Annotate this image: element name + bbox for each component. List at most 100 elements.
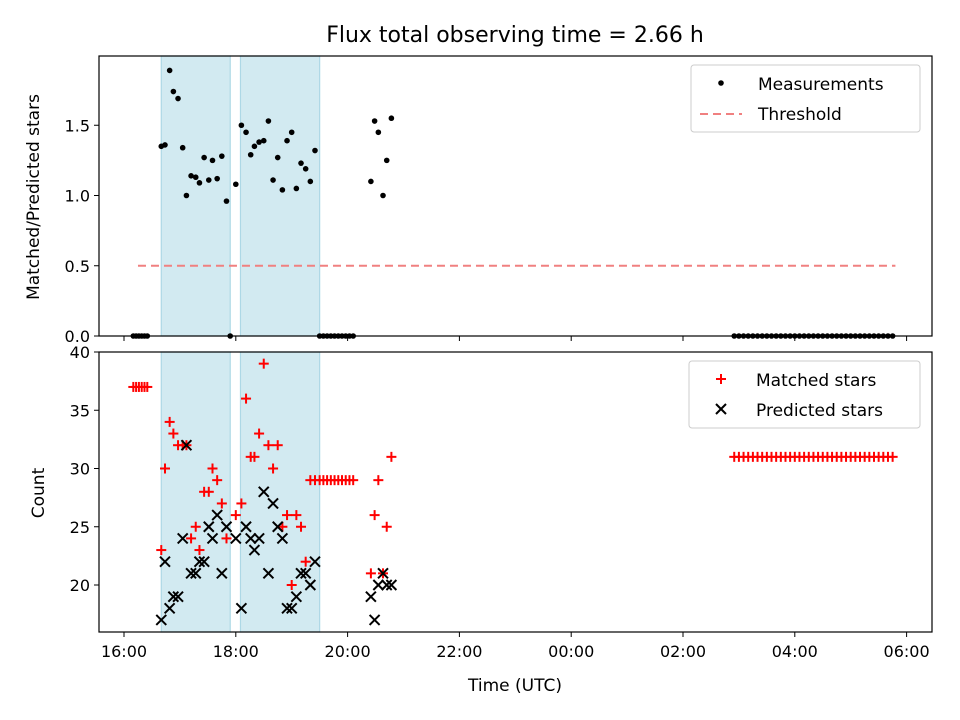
predicted-star-point <box>368 614 381 626</box>
x-tick-label: 22:00 <box>436 642 482 661</box>
measurement-point <box>260 137 267 144</box>
x-tick-label: 00:00 <box>548 642 594 661</box>
predicted-star-point <box>377 567 389 580</box>
predicted-star-point <box>253 532 265 545</box>
predicted-star-point <box>276 532 289 545</box>
measurement-point <box>265 118 272 124</box>
y-tick-label: 0.5 <box>65 257 90 276</box>
y-tick-label: 1.5 <box>65 116 90 135</box>
predicted-star-point <box>248 544 261 556</box>
x-tick-label: 18:00 <box>213 642 259 661</box>
matched-star-point <box>263 440 274 451</box>
matched-star-point <box>348 475 359 486</box>
predicted-star-point <box>267 497 279 510</box>
y-tick-label: 40 <box>70 343 90 362</box>
measurement-point <box>166 67 173 74</box>
measurement-point <box>288 129 295 136</box>
legend-box <box>688 360 921 429</box>
legend-label-threshold: Threshold <box>757 105 842 125</box>
predicted-star-point <box>190 567 202 580</box>
measurement-point <box>307 178 314 185</box>
matched-star-point <box>887 451 898 462</box>
predicted-star-point <box>240 521 252 533</box>
matched-star-point <box>203 486 214 497</box>
x-tick-label: 06:00 <box>884 642 930 661</box>
matched-star-point <box>268 463 279 474</box>
predicted-star-point <box>206 532 219 545</box>
measurement-point <box>293 185 300 192</box>
measurement-point <box>188 173 194 179</box>
predicted-star-point <box>216 567 228 580</box>
measurement-point <box>251 143 258 150</box>
measurement-point <box>383 157 390 164</box>
measurement-point <box>298 160 304 166</box>
count-y-axis-label: Count <box>29 467 49 518</box>
predicted-star-point <box>176 532 189 545</box>
predicted-star-point <box>385 579 398 591</box>
measurement-point <box>170 88 177 95</box>
measurement-point <box>256 139 262 145</box>
matched-star-point <box>258 358 269 369</box>
matched-star-point <box>291 510 302 521</box>
matched-star-point <box>221 533 232 544</box>
y-tick-label: 20 <box>70 576 90 595</box>
ratio-y-axis-label: Matched/Predicted stars <box>24 94 44 300</box>
shaded-interval <box>160 351 231 633</box>
matched-star-point <box>230 510 241 521</box>
matched-star-point <box>365 568 376 579</box>
ratio-legend: Measurements Threshold <box>690 64 921 133</box>
matched-star-point <box>236 498 247 509</box>
matched-star-point <box>164 416 175 427</box>
predicted-star-point <box>235 602 248 615</box>
measurement-point <box>388 115 395 122</box>
predicted-star-point <box>285 602 298 615</box>
predicted-star-point <box>163 602 176 615</box>
predicted-star-point <box>198 555 210 568</box>
predicted-star-point <box>281 602 293 615</box>
chart-title: Flux total observing time = 2.66 h <box>326 23 704 48</box>
measurement-point <box>209 157 216 164</box>
predicted-star-point <box>309 555 321 568</box>
predicted-star-point <box>180 439 193 451</box>
predicted-star-point <box>155 614 167 626</box>
predicted-star-point <box>185 567 197 580</box>
predicted-star-point <box>167 590 180 603</box>
measurement-point <box>284 137 290 144</box>
matched-star-point <box>249 451 260 462</box>
predicted-star-point <box>211 509 223 521</box>
matched-star-point <box>186 533 197 544</box>
legend-label-predicted: Predicted stars <box>756 401 883 421</box>
measurement-point <box>196 180 203 186</box>
measurement-point <box>375 129 382 136</box>
matched-star-point <box>282 510 293 521</box>
measurement-point <box>233 181 239 188</box>
matched-star-point <box>212 475 223 486</box>
legend-marker-matched <box>716 374 726 384</box>
y-tick-label: 30 <box>70 460 90 479</box>
shaded-interval <box>160 55 231 337</box>
measurement-point <box>312 147 318 154</box>
measurement-point <box>214 175 220 182</box>
measurement-point <box>238 122 245 129</box>
y-tick-label: 0.0 <box>65 327 90 346</box>
predicted-star-point <box>193 555 206 568</box>
matched-star-point <box>300 556 311 567</box>
count-legend: Matched stars Predicted stars <box>688 360 921 429</box>
matched-star-point <box>194 545 205 556</box>
predicted-star-point <box>381 579 393 591</box>
measurement-point <box>302 166 309 172</box>
measurement-point <box>380 192 386 199</box>
matched-star-point <box>207 463 218 474</box>
matched-star-point <box>241 393 252 404</box>
predicted-star-point <box>230 532 242 545</box>
predicted-star-point <box>272 521 284 533</box>
matched-star-point <box>159 463 170 474</box>
predicted-star-point <box>262 567 275 580</box>
measurement-point <box>183 192 190 199</box>
matched-star-point <box>286 580 297 590</box>
y-tick-label: 35 <box>70 401 90 420</box>
measurement-point <box>201 154 207 161</box>
measurement-point <box>274 154 281 161</box>
legend-marker-measurements <box>718 80 724 86</box>
